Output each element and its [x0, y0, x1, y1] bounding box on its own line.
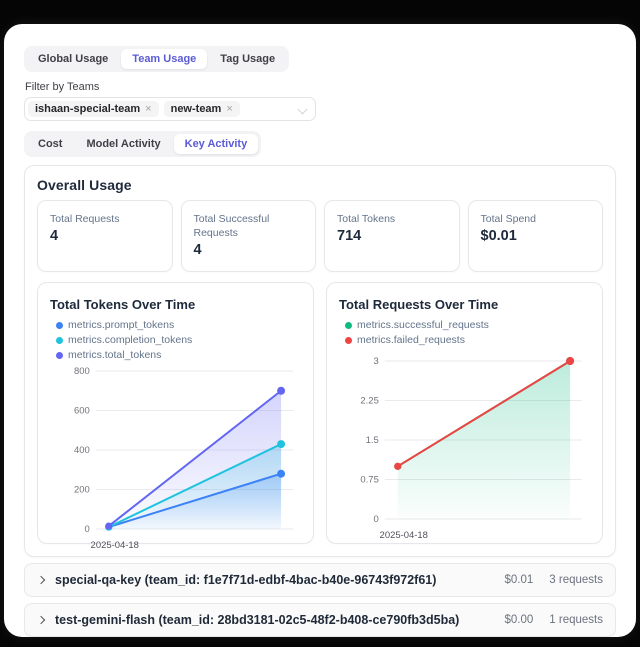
overall-usage-title: Overall Usage: [37, 177, 132, 193]
usage-tab-bar: Global Usage Team Usage Tag Usage: [24, 46, 290, 72]
stat-total-spend: Total Spend $0.01: [467, 200, 603, 272]
legend-item: metrics.total_tokens: [56, 349, 161, 361]
tab-key-activity[interactable]: Key Activity: [173, 134, 259, 154]
key-row-test-gemini-flash[interactable]: test-gemini-flash (team_id: 28bd3181-02c…: [24, 603, 616, 637]
svg-text:600: 600: [74, 405, 90, 416]
team-chip-label: new-team: [170, 103, 222, 115]
chart-legend: metrics.successful_requests metrics.fail…: [345, 319, 590, 351]
stat-value: 4: [50, 228, 59, 245]
stats-row: Total Requests 4 Total Successful Reques…: [37, 200, 603, 272]
svg-text:0: 0: [85, 524, 90, 535]
remove-chip-icon[interactable]: ×: [226, 103, 233, 115]
stat-label: Total Spend: [480, 213, 536, 225]
legend-label: metrics.successful_requests: [357, 319, 489, 331]
key-request-count: 3 requests: [549, 574, 603, 586]
chart-title: Total Requests Over Time: [339, 297, 499, 312]
filter-by-teams-label: Filter by Teams: [25, 81, 100, 93]
chevron-right-icon[interactable]: [37, 576, 45, 584]
chevron-right-icon[interactable]: [37, 616, 45, 624]
key-row-special-qa-key[interactable]: special-qa-key (team_id: f1e7f71d-edbf-4…: [24, 563, 616, 597]
team-chip-label: ishaan-special-team: [35, 103, 141, 115]
stat-total-successful-requests: Total Successful Requests 4: [180, 200, 316, 272]
svg-text:0.75: 0.75: [360, 474, 378, 485]
key-spend: $0.01: [504, 574, 534, 586]
requests-over-time-chart-card: Total Requests Over Time metrics.success…: [326, 282, 603, 544]
chart-title: Total Tokens Over Time: [50, 297, 196, 312]
charts-row: Total Tokens Over Time metrics.prompt_to…: [37, 282, 603, 551]
team-chip[interactable]: new-team ×: [163, 101, 240, 117]
legend-dot-icon: [345, 321, 352, 329]
svg-text:1.5: 1.5: [366, 435, 379, 446]
key-spend: $0.00: [504, 614, 534, 626]
legend-label: metrics.prompt_tokens: [68, 319, 175, 331]
key-title: special-qa-key (team_id: f1e7f71d-edbf-4…: [55, 573, 437, 587]
svg-text:2025-04-18: 2025-04-18: [380, 530, 428, 541]
tab-global-usage[interactable]: Global Usage: [38, 53, 109, 65]
stat-total-requests: Total Requests 4: [37, 200, 173, 272]
chevron-down-icon[interactable]: [298, 105, 307, 114]
stat-value: 714: [337, 228, 362, 245]
team-multiselect[interactable]: ishaan-special-team × new-team ×: [24, 97, 316, 121]
stat-total-tokens: Total Tokens 714: [324, 200, 460, 272]
tokens-line-chart[interactable]: 0 200 400 600 800 2025-04-18: [50, 361, 301, 557]
tab-cost[interactable]: Cost: [38, 138, 63, 150]
legend-dot-icon: [345, 336, 352, 344]
stat-label: Total Tokens: [337, 213, 396, 225]
svg-text:2.25: 2.25: [360, 395, 378, 406]
requests-line-chart[interactable]: 0 0.75 1.5 2.25 3 2025-04-18: [339, 351, 590, 547]
stat-value: $0.01: [480, 228, 517, 245]
remove-chip-icon[interactable]: ×: [145, 103, 152, 115]
chart-legend: metrics.prompt_tokens metrics.completion…: [56, 319, 301, 361]
tab-tag-usage[interactable]: Tag Usage: [220, 53, 276, 65]
stat-label: Total Successful Requests: [193, 213, 270, 240]
stat-label: Total Requests: [50, 213, 120, 225]
svg-text:800: 800: [74, 366, 90, 377]
legend-item: metrics.completion_tokens: [56, 334, 192, 346]
app-window: Global Usage Team Usage Tag Usage Filter…: [4, 24, 636, 637]
svg-text:0: 0: [374, 514, 379, 525]
activity-tab-bar: Cost Model Activity Key Activity: [24, 131, 262, 157]
stat-value: 4: [193, 242, 202, 259]
svg-text:200: 200: [74, 484, 90, 495]
legend-label: metrics.failed_requests: [357, 334, 465, 346]
tab-model-activity[interactable]: Model Activity: [86, 138, 161, 150]
svg-text:400: 400: [74, 445, 90, 456]
svg-text:3: 3: [374, 356, 379, 367]
team-chip[interactable]: ishaan-special-team ×: [28, 101, 159, 117]
key-request-count: 1 requests: [549, 614, 603, 626]
legend-label: metrics.total_tokens: [68, 349, 162, 361]
legend-dot-icon: [56, 336, 63, 344]
legend-item: metrics.successful_requests: [345, 319, 489, 331]
legend-item: metrics.failed_requests: [345, 334, 489, 346]
legend-dot-icon: [56, 351, 63, 359]
overall-usage-panel: Overall Usage Total Requests 4 Total Suc…: [24, 165, 616, 557]
key-title: test-gemini-flash (team_id: 28bd3181-02c…: [55, 613, 460, 627]
legend-dot-icon: [56, 321, 63, 329]
tab-team-usage[interactable]: Team Usage: [121, 49, 208, 69]
svg-text:2025-04-18: 2025-04-18: [91, 540, 139, 551]
legend-item: metrics.prompt_tokens: [56, 319, 174, 331]
legend-label: metrics.completion_tokens: [68, 334, 193, 346]
tokens-over-time-chart-card: Total Tokens Over Time metrics.prompt_to…: [37, 282, 314, 551]
